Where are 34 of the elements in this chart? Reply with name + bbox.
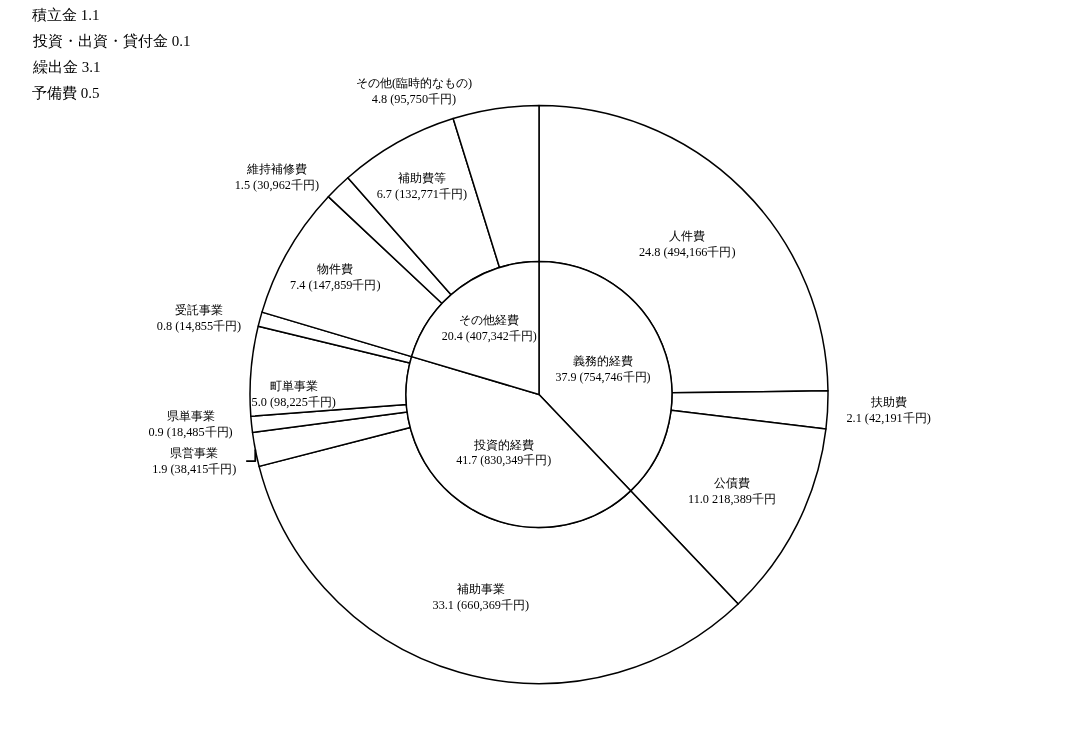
- slice-label: 義務的経費: [573, 354, 634, 369]
- data-label: 2.1 (42,191千円): [846, 410, 931, 425]
- data-label: 7.4 (147,859千円): [290, 278, 381, 293]
- slice-label: 人件費: [669, 229, 706, 244]
- data-label: 1.9 (38,415千円): [152, 461, 237, 476]
- data-label: 6.7 (132,771千円): [376, 186, 468, 201]
- slice-label: 物件費: [317, 262, 354, 277]
- slice-label: 公債費: [713, 476, 750, 491]
- data-label: 37.9 (754,746千円): [555, 369, 651, 384]
- slice-label: 投資的経費: [472, 437, 534, 452]
- data-label: 0.9 (18,485千円): [148, 425, 233, 440]
- slice-label: その他経費: [459, 313, 520, 328]
- data-label: 5.0 (98,225千円): [251, 395, 336, 410]
- slice-label: 町単事業: [269, 379, 318, 394]
- data-label: 0.8 (14,855千円): [156, 318, 242, 333]
- text: 繰出金 3.1: [32, 59, 101, 75]
- text: 予備費 0.5: [32, 85, 100, 101]
- data-label: 11.0 218,389千円: [687, 492, 776, 507]
- slice-label: 受託事業: [175, 302, 223, 317]
- slice-label: 維持補修費: [245, 162, 307, 177]
- slice-label: 扶助費: [869, 394, 907, 409]
- slice-label: 県単事業: [166, 409, 215, 424]
- data-label: 24.8 (494,166千円): [638, 245, 736, 260]
- data-label: 20.4 (407,342千円): [441, 328, 537, 343]
- data-label: 4.8 (95,750千円): [371, 91, 457, 106]
- data-label: 1.5 (30,962千円): [234, 178, 320, 193]
- data-label: 33.1 (660,369千円): [432, 597, 530, 612]
- slice-label: 補助費等: [397, 170, 446, 185]
- data-label: 41.7 (830,349千円): [456, 453, 552, 468]
- slice-label: その他(臨時的なもの): [355, 75, 473, 90]
- text: 積立金 1.1: [32, 7, 100, 23]
- slice-label: 県営事業: [170, 445, 219, 460]
- text: 投資・出資・貸付金 0.1: [32, 33, 191, 49]
- slice-label: 補助事業: [456, 581, 505, 596]
